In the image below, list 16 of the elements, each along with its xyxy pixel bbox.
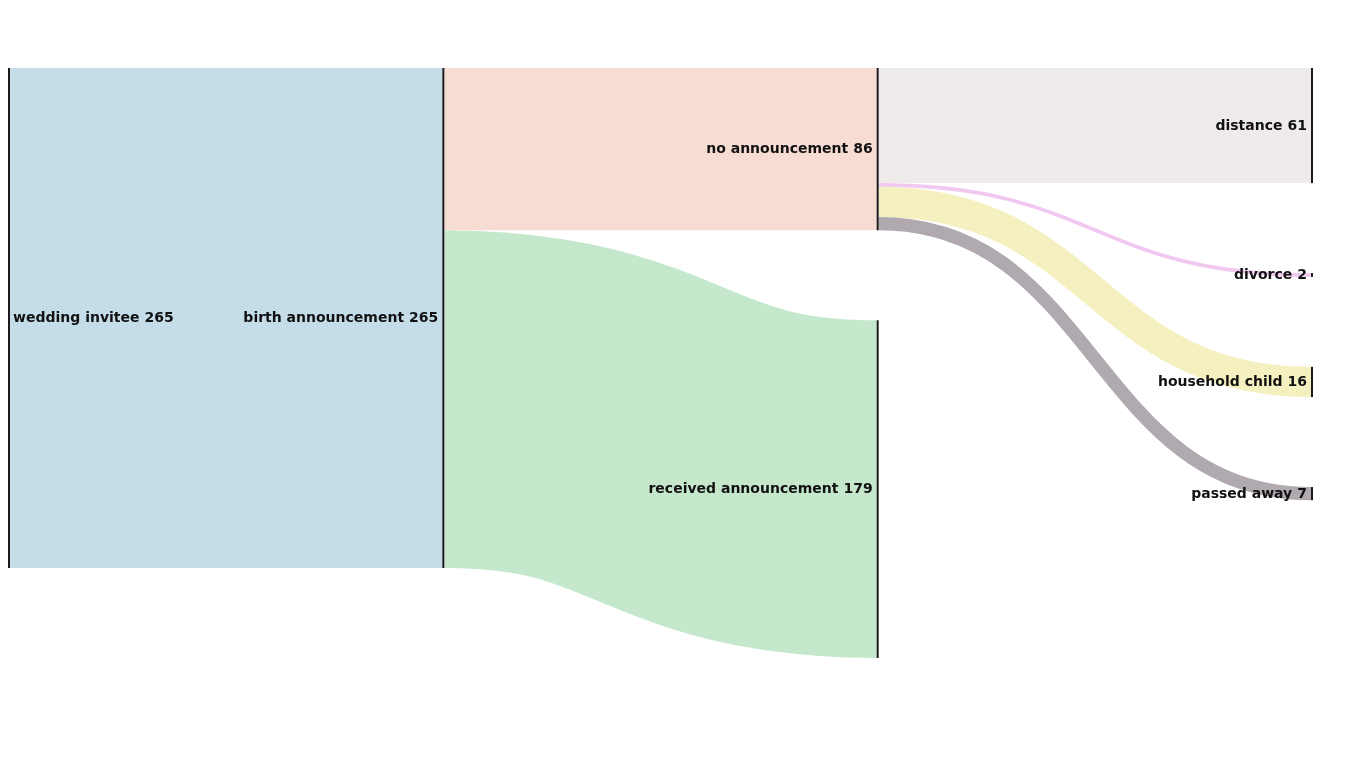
data-label: 179 — [843, 480, 873, 497]
category-label: wedding invitee — [13, 309, 140, 325]
category-label: no announcement — [706, 140, 849, 157]
data-label: 2 — [1297, 265, 1307, 282]
data-label: 265 — [144, 309, 174, 325]
category-label: distance — [1215, 116, 1283, 133]
category-label: birth announcement — [243, 309, 405, 325]
data-label: 7 — [1297, 484, 1307, 501]
category-label: received announcement — [648, 480, 839, 497]
data-label: 86 — [853, 140, 873, 157]
data-label: 16 — [1287, 372, 1307, 389]
category-label: passed away — [1191, 484, 1293, 501]
category-label: divorce — [1233, 265, 1293, 282]
data-label: 265 — [409, 309, 439, 325]
category-label: household child — [1157, 372, 1283, 389]
data-label: 61 — [1287, 116, 1307, 133]
